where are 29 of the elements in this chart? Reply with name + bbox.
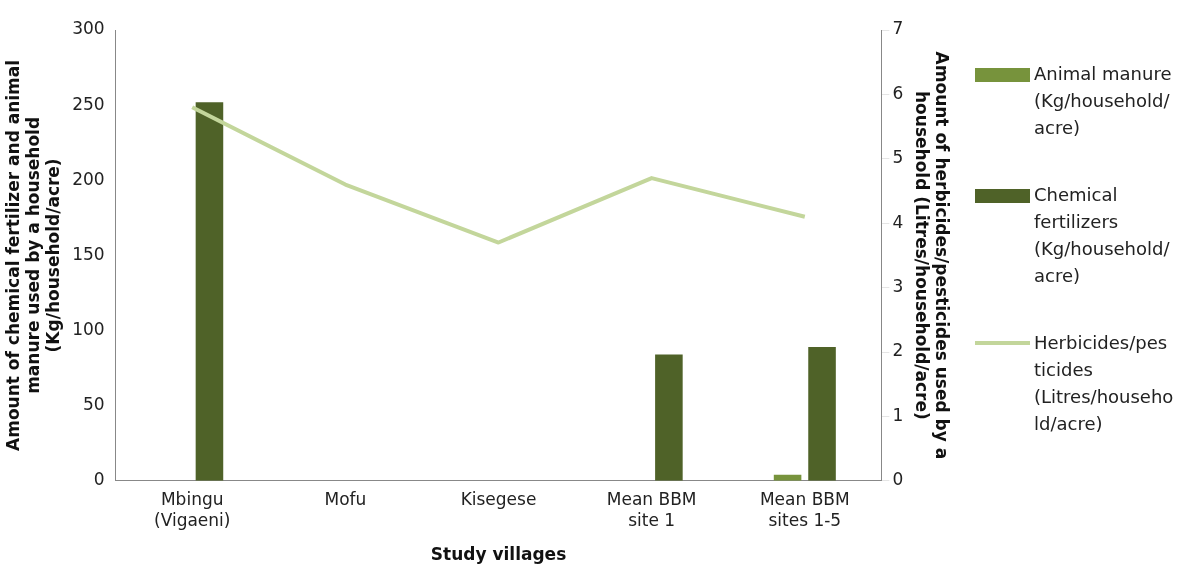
y2-tick-label: 7 [892,18,904,39]
y2-tick-label: 0 [892,469,904,490]
x-tick-label: Mean BBM site 1 [606,489,697,530]
y-tick-label: 100 [72,318,105,339]
y2-tick-label: 5 [892,147,904,168]
legend-label: Animal manure (Kg/household/acre) [1034,62,1173,140]
legend-label: Chemical fertilizers (Kg/household/acre) [1034,183,1171,288]
y-tick-label: 0 [93,469,105,490]
y-tick-label: 200 [72,168,105,189]
y2-tick-label: 3 [892,276,904,297]
bar [655,354,683,481]
x-axis-title: Study villages [430,544,567,565]
x-tick-label: Mean BBM sites 1-5 [759,489,850,530]
x-tick-label: Kisegese [460,489,537,510]
y-tick-label: 150 [72,243,105,264]
bar [808,347,836,481]
y2-axis-title: Amount of herbicides/pesticides used by a household (Litres/household/acre) [911,51,953,460]
bar [195,102,224,481]
y2-tick-label: 1 [892,404,904,425]
y-axis-title: Amount of chemical fertilizer and animal manure used by a household (Kg/household/acre) [2,59,64,451]
y2-tick-label: 4 [892,211,904,232]
y-tick-label: 300 [72,18,105,39]
y2-tick-label: 6 [892,82,904,103]
y-tick-label: 50 [83,394,105,415]
y-tick-label: 250 [72,93,105,114]
legend-label: Herbicides/pesticides (Litres/household/acre) [1034,331,1174,436]
x-tick-label: Mbingu (Vigaeni) [154,489,231,530]
x-tick-label: Mofu [324,489,367,510]
y2-tick-label: 2 [892,340,904,361]
